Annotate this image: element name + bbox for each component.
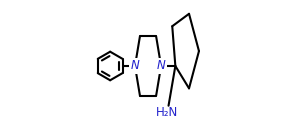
Text: N: N [157,59,166,73]
Text: N: N [131,59,139,73]
Text: H₂N: H₂N [155,106,178,119]
